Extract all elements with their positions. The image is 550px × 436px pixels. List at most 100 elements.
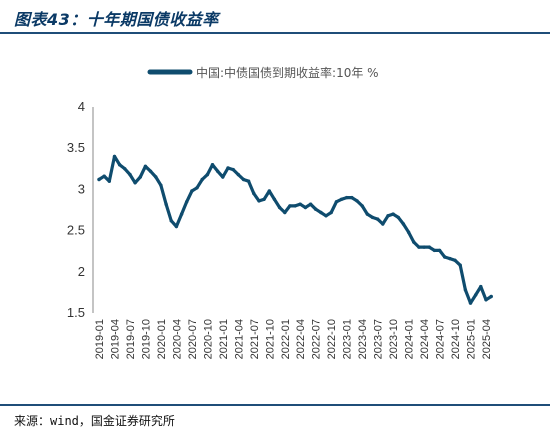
x-tick-label: 2025-04 (481, 319, 493, 359)
x-tick-label: 2019-01 (94, 319, 106, 359)
data-point (138, 175, 142, 179)
x-tick-label: 2022-10 (326, 319, 338, 359)
x-tick-label: 2023-04 (357, 319, 369, 359)
legend: 中国:中债国债到期收益率:10年 % (147, 65, 379, 80)
x-tick-labels: 2019-01 2019-04 2019-07 2019-10 2020-01 2020-… (94, 319, 493, 359)
y-tick-label: 2 (78, 264, 85, 279)
data-point (262, 197, 266, 201)
data-point (174, 224, 179, 229)
x-tick-label: 2020-04 (171, 319, 183, 359)
data-point (195, 186, 199, 190)
data-point (179, 212, 184, 216)
source-note: 来源：wind，国金证券研究所 (14, 414, 175, 428)
x-tick-label: 2022-07 (311, 319, 323, 359)
x-tick-label: 2024-04 (419, 319, 431, 359)
x-tick-label: 2023-10 (388, 319, 400, 359)
data-point (288, 204, 292, 208)
data-point (107, 179, 112, 183)
data-point (437, 248, 442, 253)
data-point (391, 212, 395, 216)
data-point (231, 167, 235, 172)
x-tick-label: 2022-04 (295, 319, 307, 359)
data-point (185, 200, 189, 204)
data-point (345, 195, 349, 200)
y-tick-label: 3 (78, 181, 85, 196)
data-point (381, 222, 385, 226)
x-tick-label: 2024-01 (404, 319, 416, 359)
legend-label: 中国:中债国债到期收益率:10年 % (196, 65, 379, 80)
x-tick-label: 2021-07 (249, 319, 261, 359)
data-point (386, 214, 390, 218)
data-point (293, 204, 297, 208)
data-point (375, 217, 380, 221)
x-tick-label: 2022-01 (280, 319, 292, 359)
x-tick-label: 2020-10 (202, 319, 214, 359)
bottom-divider (0, 404, 550, 406)
data-point (226, 166, 230, 170)
x-tick-label: 2021-10 (264, 319, 276, 359)
data-point (117, 163, 122, 167)
data-point (200, 177, 204, 182)
data-point (148, 169, 153, 173)
data-point (484, 298, 488, 302)
data-point (236, 172, 240, 177)
data-point (143, 164, 148, 168)
y-tick-label: 1.5 (67, 305, 85, 320)
x-tick-label: 2023-07 (373, 319, 385, 359)
x-tick-label: 2023-01 (342, 319, 354, 359)
data-point (360, 204, 364, 208)
yield-line-chart: 中国:中债国债到期收益率:10年 % 1.522.533.54 2019-01 2… (67, 65, 493, 359)
x-tick-label: 2021-01 (218, 319, 230, 359)
data-point (319, 210, 323, 215)
x-tick-label: 2024-10 (450, 319, 462, 359)
figure-title: 图表43：十年期国债收益率 (14, 10, 219, 29)
data-point (448, 256, 452, 261)
data-point (324, 214, 328, 218)
data-point (267, 189, 271, 193)
data-point (97, 177, 101, 182)
data-point (463, 288, 468, 292)
data-point (190, 189, 194, 193)
series-line-10y-yield (97, 154, 493, 305)
data-point (365, 212, 369, 216)
x-tick-label: 2019-10 (140, 319, 152, 359)
data-point (216, 169, 220, 173)
x-tick-label: 2020-01 (156, 319, 168, 359)
x-tick-label: 2019-04 (109, 319, 121, 359)
y-tick-label: 3.5 (67, 140, 85, 155)
data-point (474, 293, 478, 297)
data-point (329, 210, 333, 215)
data-point (334, 200, 339, 204)
top-divider (0, 32, 550, 34)
data-point (401, 222, 406, 226)
data-point (339, 197, 344, 201)
data-point (252, 191, 256, 196)
data-point (277, 205, 282, 210)
y-tick-label: 4 (78, 99, 85, 114)
data-point (303, 205, 308, 210)
data-point (272, 197, 277, 201)
data-point (417, 245, 421, 249)
data-point (453, 258, 457, 262)
data-point (468, 301, 473, 305)
data-point (458, 263, 462, 267)
data-point (246, 179, 251, 183)
data-point (432, 248, 437, 253)
data-point (479, 284, 483, 289)
x-tick-label: 2025-01 (466, 319, 478, 359)
data-point (169, 219, 173, 223)
x-tick-label: 2021-04 (233, 319, 245, 359)
data-point (298, 202, 302, 206)
data-point (205, 172, 210, 177)
data-point (443, 255, 447, 259)
y-tick-label: 2.5 (67, 223, 85, 238)
data-point (370, 215, 375, 220)
data-point (128, 172, 132, 177)
data-point (133, 181, 137, 185)
data-point (422, 245, 426, 249)
y-tick-labels: 1.5 2 2.5 3 3.5 4 (67, 99, 85, 320)
x-tick-label: 2024-07 (435, 319, 447, 359)
data-point (308, 202, 313, 206)
data-point (221, 175, 225, 179)
data-point (406, 230, 411, 234)
